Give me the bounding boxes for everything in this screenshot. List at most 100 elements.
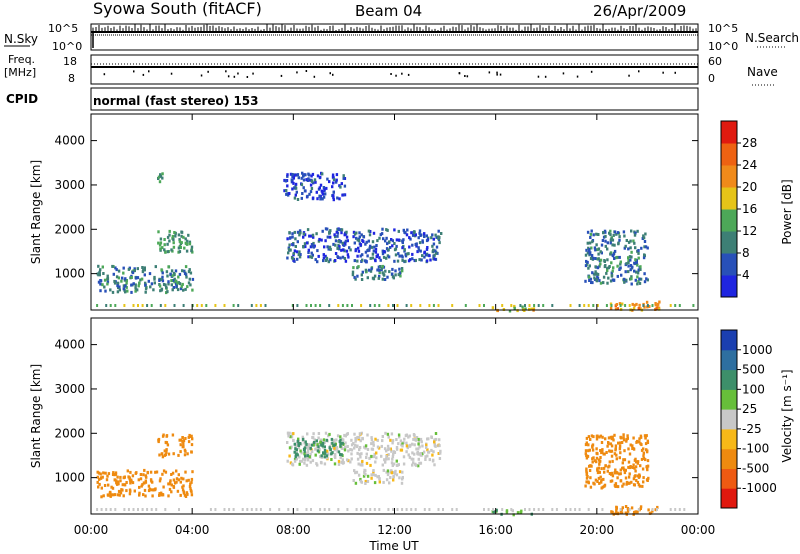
range-cell [285,192,288,196]
range-cell [392,508,394,511]
range-cell [645,300,649,304]
range-cell [587,443,590,447]
range-cell [304,173,307,177]
range-cell [354,277,357,281]
range-cell [644,442,648,446]
range-cell [111,264,114,268]
range-cell [385,470,388,474]
range-cell [228,508,231,511]
range-cell [160,491,163,495]
range-cell [325,456,329,460]
range-cell [390,449,393,453]
range-cell [352,266,355,270]
colorbar-swatch [721,275,737,298]
range-cell [374,247,378,251]
range-cell [332,438,335,442]
range-cell [144,290,147,294]
range-cell [339,240,342,244]
range-cell [99,476,103,480]
range-cell [298,455,301,459]
range-cell [116,475,119,479]
range-cell [618,302,622,306]
range-cell [495,508,498,512]
range-cell [169,479,172,483]
range-cell [587,508,590,511]
range-cell [177,275,180,279]
range-cell [392,304,394,307]
range-cell [411,451,414,455]
range-cell [642,480,645,484]
range-cell [328,230,331,234]
range-cell [344,232,348,236]
range-cell [264,304,267,307]
range-cell [425,446,428,449]
range-cell [519,304,522,307]
range-cell [346,458,349,462]
range-cell [187,435,190,439]
range-cell [578,304,581,307]
range-cell [606,281,609,285]
range-cell [625,262,628,266]
range-cell [182,477,185,481]
range-cell [595,451,598,455]
range-cell [627,481,630,485]
range-cell [618,472,621,476]
range-cell [178,282,182,286]
range-cell [186,242,189,246]
range-cell [425,259,429,263]
range-cell [643,280,647,284]
range-cell [395,238,399,242]
range-cell [433,440,436,444]
range-cell [627,465,630,469]
range-cell [417,447,420,451]
range-cell [606,267,609,271]
range-cell [343,184,347,188]
range-cell [335,178,338,182]
range-cell [338,247,341,251]
range-cell [412,457,415,461]
range-cell [402,238,405,242]
range-cell [127,508,130,511]
range-cell [375,255,378,259]
range-cell [175,279,178,283]
range-cell [293,459,297,463]
nave-dot [466,75,469,78]
range-cell [607,276,610,280]
freq-unit: [MHz] [4,66,36,79]
range-cell [291,462,294,466]
range-cell [189,271,193,275]
range-cell [434,432,438,435]
range-cell [336,234,339,238]
range-cell [604,437,607,441]
freq-tick-top: 18 [63,55,77,68]
range-cell [295,448,298,452]
range-cell [420,233,423,237]
range-cell [425,234,428,238]
range-cell [588,448,591,452]
range-cell [382,237,385,241]
range-cell [386,473,390,477]
range-cell [335,173,339,177]
range-cell [106,280,110,284]
range-cell [307,448,310,452]
range-cell [610,444,614,448]
range-cell [293,458,297,461]
range-cell [329,447,332,451]
range-cell [302,174,305,178]
range-cell [172,245,176,249]
date-label: 26/Apr/2009 [593,2,686,20]
range-cell [609,306,613,310]
y-tick-label: 1000 [54,471,85,485]
nave-dot [407,73,410,76]
range-cell [415,447,418,451]
range-cell [97,471,101,475]
range-cell [356,259,359,263]
range-cell [674,508,677,511]
nave-dot [628,74,630,77]
range-cell [397,273,400,277]
range-cell [439,451,442,455]
range-cell [114,304,117,307]
range-cell [158,284,162,288]
range-cell [122,476,125,480]
range-cell [644,232,647,236]
